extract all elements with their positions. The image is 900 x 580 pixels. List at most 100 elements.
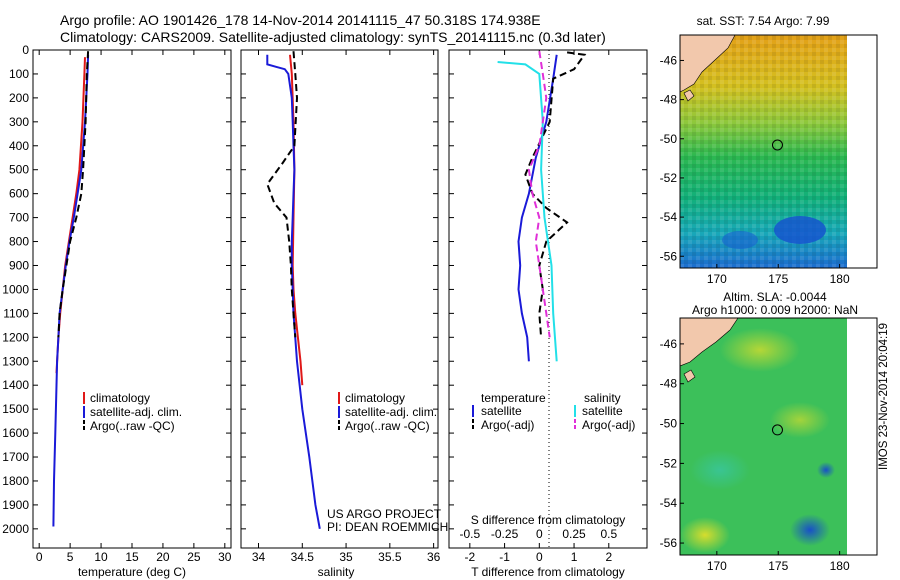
sla-high-patch (720, 328, 800, 372)
series-line-climatology (55, 57, 86, 374)
sst-cold-patch (722, 231, 758, 249)
map-y-tick-label: -54 (660, 496, 678, 510)
y-tick-label: 1000 (2, 282, 29, 296)
map-y-tick-label: -48 (660, 377, 678, 391)
x-tick-label: 34.5 (291, 550, 315, 564)
top-x-tick-label: -0.25 (491, 527, 519, 541)
y-tick-label: 1500 (2, 402, 29, 416)
map-y-tick-label: -54 (660, 210, 678, 224)
y-tick-label: 100 (9, 67, 29, 81)
y-tick-label: 600 (9, 187, 29, 201)
map-y-tick-label: -56 (660, 536, 678, 550)
x-tick-label: 10 (94, 550, 108, 564)
header-line1: Argo profile: AO 1901426_178 14-Nov-2014… (60, 12, 541, 28)
y-tick-label: 1600 (2, 426, 29, 440)
sst-cold-patch (774, 216, 826, 244)
top-x-tick-label: 0 (536, 527, 543, 541)
salinity-xlabel: salinity (318, 565, 355, 579)
y-tick-label: 1400 (2, 378, 29, 392)
difference-top-xlabel: S difference from climatology (471, 513, 626, 527)
legend-label-s-argo: Argo(-adj) (582, 418, 635, 432)
legend-label-climatology: climatology (90, 391, 150, 405)
new-zealand-land (680, 35, 736, 93)
top-x-tick-label: -0.5 (459, 527, 480, 541)
y-tick-label: 300 (9, 115, 29, 129)
difference-panel: -2 -1 0 1 2 -0.5 -0.25 0 0.25 0.5 temperature sal… (448, 49, 648, 579)
x-tick-label: 25 (187, 550, 201, 564)
series-line-satellite-adj-clim (52, 54, 90, 527)
salinity-axes (240, 49, 439, 549)
argo-position-marker (771, 139, 783, 151)
top-x-tick-label: 0.5 (600, 527, 617, 541)
series-line-satellite (497, 61, 558, 362)
sst-map-panel: sat. SST: 7.54 Argo: 7.99 170 175 180 -46 -4… (660, 14, 878, 286)
x-tick-label: 2 (605, 550, 612, 564)
legend-label-argo: Argo(..raw -QC) (90, 419, 175, 433)
map-y-tick-label: -50 (660, 417, 678, 431)
x-tick-label: -1 (499, 550, 510, 564)
y-tick-label: 1100 (3, 306, 29, 320)
x-tick-label: -2 (465, 550, 476, 564)
series-line-argo-adj (524, 51, 587, 338)
y-tick-label: 700 (9, 211, 29, 225)
map-x-tick-label: 170 (707, 559, 727, 573)
x-tick-label: 15 (125, 550, 139, 564)
map-x-tick-label: 180 (830, 272, 850, 286)
map-x-tick-label: 180 (830, 559, 850, 573)
legend-label-s-satellite: satellite (582, 404, 623, 418)
y-tick-label: 2000 (2, 522, 29, 536)
series-line-argo-raw-qc (266, 51, 299, 338)
x-tick-label: 0 (536, 550, 543, 564)
y-tick-label: 200 (9, 91, 29, 105)
y-tick-label: 800 (9, 235, 29, 249)
y-tick-label: 1300 (2, 354, 29, 368)
x-tick-label: 34 (252, 550, 266, 564)
difference-legend: temperature salinity satellite Argo(-adj… (472, 391, 635, 432)
y-tick-label: 1200 (2, 330, 29, 344)
map-y-tick-label: -48 (660, 93, 678, 107)
legend-label-satellite: satellite-adj. clim. (345, 405, 437, 419)
x-tick-label: 1 (571, 550, 578, 564)
sla-map-panel: Altim. SLA: -0.0044 Argo h1000: 0.009 h2… (660, 290, 878, 573)
x-tick-label: 5 (67, 550, 74, 564)
y-tick-label: 1900 (2, 498, 29, 512)
legend-label-satellite: satellite-adj. clim. (90, 405, 182, 419)
map-y-tick-label: -56 (660, 249, 678, 263)
y-tick-label: 0 (22, 43, 29, 57)
salinity-panel: 34 34.5 35 35.5 36 climatology satellite-adj… (240, 49, 448, 579)
project-annotation: US ARGO PROJECT (327, 507, 442, 521)
sla-low-patch (817, 462, 835, 478)
series-line-satellite (517, 54, 558, 362)
sla-map-title: Altim. SLA: -0.0044 (723, 290, 827, 304)
legend-label-t-satellite: satellite (481, 404, 522, 418)
x-tick-label: 20 (156, 550, 170, 564)
salinity-legend: climatology satellite-adj. clim. Argo(..… (338, 391, 437, 433)
difference-axes (448, 49, 648, 549)
sla-map-subtitle: Argo h1000: 0.009 h2000: NaN (692, 303, 858, 317)
sla-low-patch (790, 514, 830, 546)
top-x-tick-label: 0.25 (562, 527, 586, 541)
y-tick-label: 1700 (2, 450, 29, 464)
map-y-tick-label: -52 (660, 456, 678, 470)
map-y-tick-label: -46 (660, 53, 678, 67)
x-tick-label: 36 (427, 550, 441, 564)
stewart-island (683, 369, 696, 383)
map-y-tick-label: -46 (660, 337, 678, 351)
y-tick-label: 500 (9, 163, 29, 177)
series-line-satellite-adj-clim (266, 54, 321, 529)
x-tick-label: 35.5 (378, 550, 402, 564)
map-x-tick-label: 175 (768, 559, 788, 573)
x-tick-label: 30 (218, 550, 232, 564)
stewart-island (683, 89, 695, 102)
map-x-tick-label: 175 (768, 272, 788, 286)
map-y-tick-label: -50 (660, 132, 678, 146)
sst-map-title: sat. SST: 7.54 Argo: 7.99 (697, 14, 830, 28)
temperature-legend: climatology satellite-adj. clim. Argo(..… (83, 391, 182, 433)
y-tick-label: 400 (9, 139, 29, 153)
legend-header-temperature: temperature (481, 391, 546, 405)
legend-label-climatology: climatology (345, 391, 405, 405)
legend-label-t-argo: Argo(-adj) (481, 418, 534, 432)
legend-label-argo: Argo(..raw -QC) (345, 419, 430, 433)
argo-position-marker (771, 424, 783, 436)
y-tick-label: 900 (9, 258, 29, 272)
